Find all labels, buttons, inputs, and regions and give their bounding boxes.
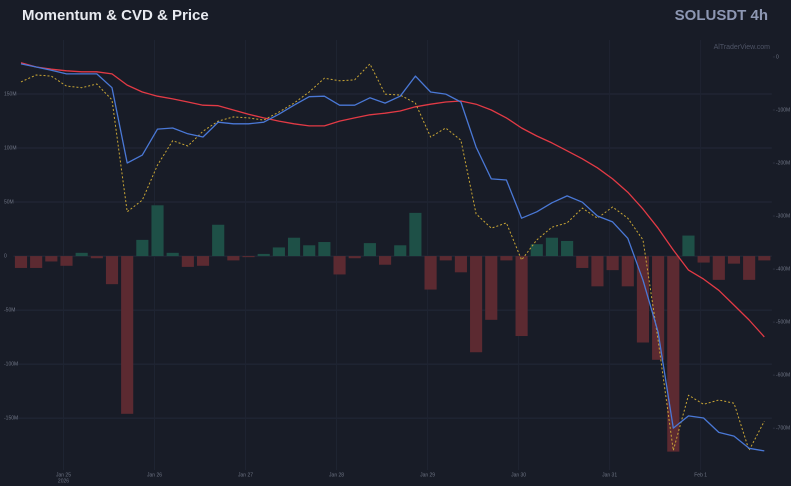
- bar: [485, 256, 498, 320]
- chart-title: Momentum & CVD & Price: [22, 7, 209, 24]
- bar: [667, 256, 680, 452]
- x-year-label: 2026: [58, 478, 69, 484]
- y2-tick-label: -400M: [776, 266, 790, 272]
- symbol-label: SOLUSDT 4h: [675, 7, 768, 24]
- y-tick-label: 0: [4, 253, 7, 259]
- y-tick-label: 100M: [4, 145, 17, 151]
- bar: [181, 256, 194, 267]
- bar: [378, 256, 392, 265]
- bar: [151, 205, 164, 257]
- bar: [257, 253, 270, 257]
- y2-tick-label: -500M: [776, 319, 790, 325]
- bar: [196, 256, 210, 266]
- plot-area: [14, 62, 771, 452]
- y2-tick-label: -100M: [776, 107, 790, 113]
- bar: [576, 256, 589, 268]
- bar: [136, 239, 149, 257]
- bar: [652, 256, 665, 360]
- x-tick-label: Feb 1: [694, 472, 707, 478]
- bar: [758, 256, 771, 261]
- bar: [591, 256, 604, 287]
- bar: [272, 247, 285, 257]
- bar: [439, 256, 452, 261]
- x-tick-label: Jan 26: [147, 472, 162, 478]
- bar: [636, 256, 650, 343]
- line-series: [20, 62, 765, 338]
- bar: [242, 256, 255, 258]
- bar: [561, 240, 574, 257]
- grid: 150M 100M 50M 0 -50M -100M -150M 0 -100M -200M -30…: [4, 40, 790, 484]
- bar: [60, 256, 73, 266]
- bar: [727, 256, 741, 264]
- y-tick-label: 50M: [4, 199, 14, 205]
- y2-tick-label: -700M: [776, 425, 790, 431]
- bar: [621, 256, 634, 287]
- y2-tick-label: -200M: [776, 160, 790, 166]
- bar: [545, 237, 559, 257]
- y-tick-label: 150M: [4, 91, 17, 97]
- bar: [697, 256, 710, 263]
- y-tick-label: -50M: [4, 307, 15, 313]
- bar: [166, 252, 179, 257]
- bar: [409, 212, 422, 257]
- bar: [424, 256, 437, 290]
- bar: [454, 256, 467, 273]
- x-tick-label: Jan 30: [511, 472, 526, 478]
- bar: [303, 245, 316, 257]
- bar: [90, 256, 103, 259]
- bar: [500, 256, 513, 261]
- bar: [333, 256, 346, 275]
- bar: [318, 242, 331, 257]
- x-tick-label: Jan 25: [56, 472, 71, 478]
- y-tick-label: -100M: [4, 361, 18, 367]
- line-series: [20, 63, 765, 451]
- bar: [394, 245, 407, 257]
- bar: [212, 224, 225, 257]
- x-tick-label: Jan 31: [602, 472, 617, 478]
- watermark: AlTraderView.com: [714, 44, 771, 51]
- bar: [14, 256, 28, 268]
- bar: [45, 256, 58, 262]
- bar: [75, 252, 88, 257]
- bar: [363, 243, 376, 257]
- bar: [712, 256, 725, 280]
- y2-tick-label: 0: [776, 54, 779, 60]
- bar: [227, 256, 240, 261]
- bar: [606, 256, 619, 271]
- bar: [30, 256, 43, 268]
- y-tick-label: -150M: [4, 415, 18, 421]
- bar: [470, 256, 483, 353]
- bar: [530, 244, 543, 257]
- bar: [105, 256, 119, 285]
- bar: [348, 256, 361, 259]
- bar: [682, 235, 695, 257]
- bar: [515, 256, 528, 337]
- bar: [743, 256, 756, 280]
- line-series: [20, 63, 765, 452]
- x-tick-label: Jan 27: [238, 472, 253, 478]
- x-tick-label: Jan 28: [329, 472, 344, 478]
- bar: [121, 256, 134, 414]
- bar: [287, 237, 301, 257]
- y2-tick-label: -300M: [776, 213, 790, 219]
- y2-tick-label: -600M: [776, 372, 790, 378]
- x-tick-label: Jan 29: [420, 472, 435, 478]
